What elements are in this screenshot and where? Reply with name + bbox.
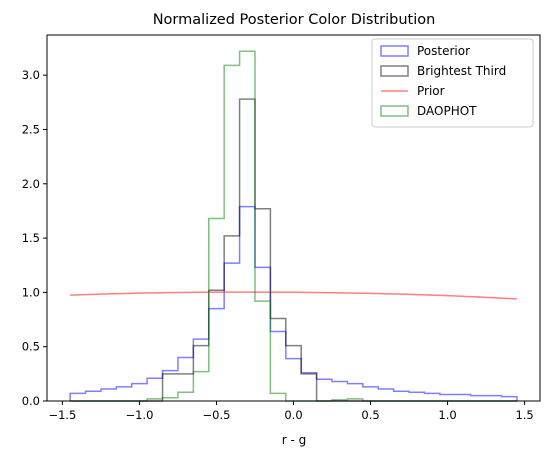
- legend-label-3: DAOPHOT: [417, 104, 477, 118]
- y-tick-label: 3.0: [22, 68, 40, 82]
- y-tick-label: 0.0: [22, 394, 40, 408]
- series-0: [69, 205, 518, 401]
- legend-swatch-3: [380, 105, 409, 117]
- y-tick-label: 1.5: [22, 231, 40, 245]
- x-tick-label: 0.5: [361, 408, 379, 422]
- y-tick-label: 2.0: [22, 177, 40, 191]
- y-tick-label: 0.5: [22, 340, 40, 354]
- legend-box: [371, 38, 534, 128]
- x-tick-label: 1.5: [515, 408, 533, 422]
- legend-swatch-0: [380, 45, 409, 57]
- y-tick-label: 1.0: [22, 285, 40, 299]
- legend-label-1: Brightest Third: [417, 64, 506, 78]
- legend: Posterior Brightest Third Prior DAOPHOT: [371, 38, 534, 128]
- y-tick-label: 2.5: [22, 122, 40, 136]
- legend-label-2: Prior: [417, 84, 445, 98]
- x-tick-label: 1.0: [438, 408, 456, 422]
- chart-title: Normalized Posterior Color Distribution: [153, 12, 436, 28]
- series-1: [70, 98, 517, 402]
- x-tick-label: −1.5: [48, 408, 76, 422]
- legend-swatch-1: [380, 65, 409, 77]
- x-tick-label: −0.5: [203, 408, 231, 422]
- legend-label-0: Posterior: [417, 44, 470, 58]
- axes-layer: −1.5 −1.0 −0.5 0.0 0.5 1.0 1.5 0.0 0.5 1.0 1.5 2.0 2…: [22, 34, 541, 422]
- x-axis-label: r - g: [282, 433, 307, 447]
- x-tick-label: −1.0: [125, 408, 153, 422]
- series-2: [70, 291, 517, 300]
- x-tick-label: 0.0: [284, 408, 302, 422]
